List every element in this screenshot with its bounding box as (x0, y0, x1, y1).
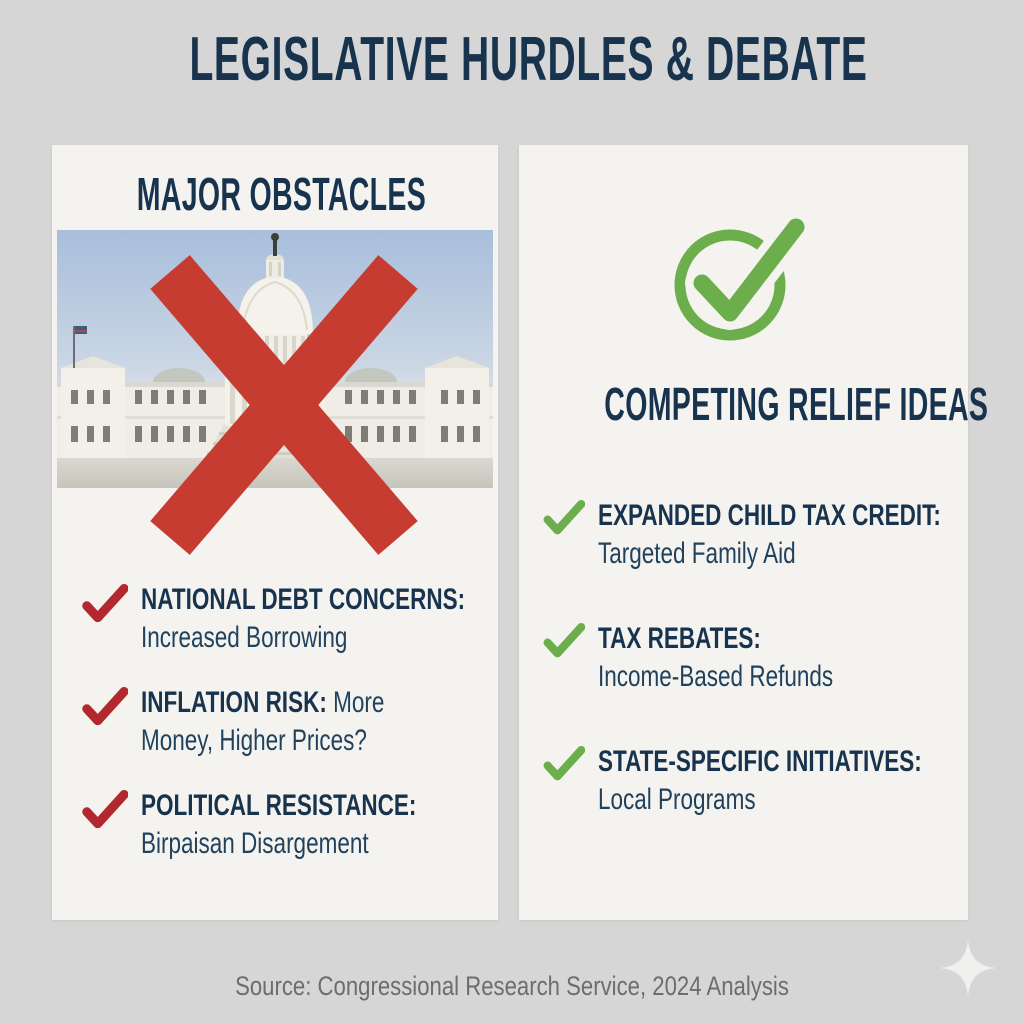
item-label: TAX REBATES: (598, 622, 761, 655)
red-check-icon (82, 584, 128, 623)
item-label: EXPANDED CHILD TAX CREDIT: (598, 499, 941, 532)
list-item: TAX REBATES: Income-Based Refunds (543, 620, 963, 695)
green-circle-check-icon (674, 213, 813, 341)
obstacles-panel: MAJOR OBSTACLES (52, 145, 498, 920)
green-check-icon (543, 623, 585, 658)
item-label: POLITICAL RESISTANCE: (141, 789, 417, 822)
source-attribution: Source: Congressional Research Service, … (235, 971, 789, 1001)
green-check-icon (543, 500, 585, 535)
capitol-image (57, 230, 493, 488)
capitol-illustration (57, 230, 493, 488)
item-label: STATE-SPECIFIC INITIATIVES: (598, 745, 922, 778)
list-item: NATIONAL DEBT CONCERNS: Increased Borrow… (82, 581, 482, 656)
item-desc: Local Programs (598, 782, 756, 816)
page-title: LEGISLATIVE HURDLES & DEBATE (189, 25, 868, 94)
obstacles-heading: MAJOR OBSTACLES (136, 168, 427, 220)
item-label: INFLATION RISK: (141, 686, 327, 719)
item-desc: More Money, Higher Prices? (141, 686, 385, 757)
relief-ideas-list: EXPANDED CHILD TAX CREDIT: Targeted Fami… (543, 497, 963, 866)
list-item: STATE-SPECIFIC INITIATIVES: Local Progra… (543, 743, 963, 818)
red-check-icon (82, 790, 128, 829)
green-check-icon (543, 746, 585, 781)
item-label: NATIONAL DEBT CONCERNS: (141, 583, 466, 616)
sparkle-icon (940, 940, 996, 996)
item-desc: Targeted Family Aid (598, 536, 796, 570)
item-desc: Birpaisan Disargement (141, 826, 369, 860)
red-check-icon (82, 687, 128, 726)
list-item: EXPANDED CHILD TAX CREDIT: Targeted Fami… (543, 497, 963, 572)
item-desc: Increased Borrowing (141, 620, 348, 654)
item-desc: Income-Based Refunds (598, 659, 834, 693)
list-item: INFLATION RISK: More Money, Higher Price… (82, 684, 482, 759)
red-x-icon (150, 255, 418, 555)
obstacles-list: NATIONAL DEBT CONCERNS: Increased Borrow… (82, 581, 482, 890)
relief-ideas-panel: COMPETING RELIEF IDEAS EXPANDED CHILD TA… (519, 145, 989, 920)
list-item: POLITICAL RESISTANCE: Birpaisan Disargem… (82, 787, 482, 862)
relief-ideas-heading: COMPETING RELIEF IDEAS (604, 378, 989, 430)
